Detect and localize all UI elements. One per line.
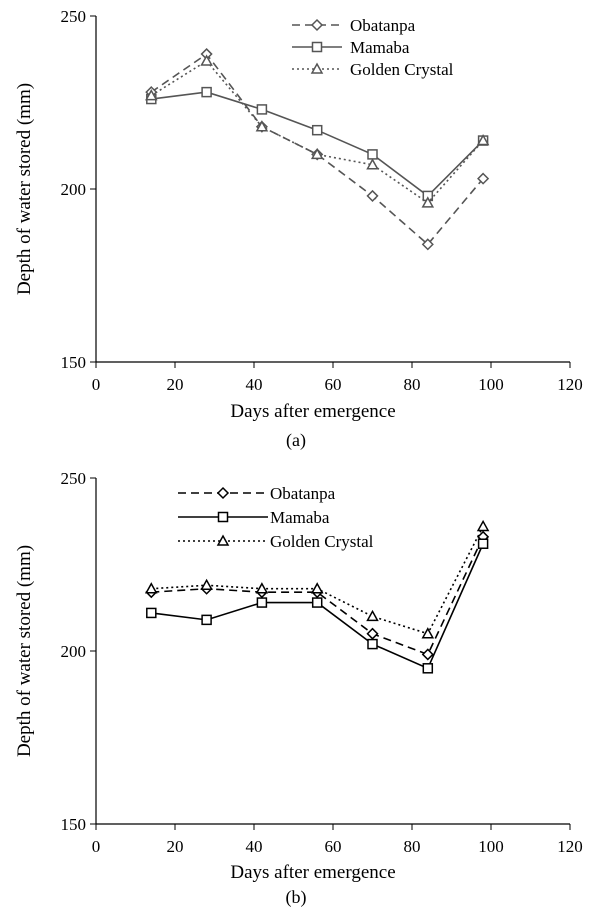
data-point-golden-crystal (421, 196, 435, 208)
data-point-golden-crystal (255, 120, 269, 132)
legend: Obatanpa Mamaba Golden Crystal (292, 16, 454, 79)
y-tick-label: 150 (61, 353, 87, 372)
x-tick-label: 60 (325, 375, 342, 394)
data-point-golden-crystal (476, 134, 490, 146)
x-tick-label: 0 (92, 837, 101, 856)
data-point-mamaba (311, 597, 323, 608)
legend-entry-label: Mamaba (350, 38, 410, 57)
x-axis-label: Days after emergence (230, 401, 395, 422)
data-point-obatanpa (366, 627, 379, 640)
data-point-mamaba (422, 663, 434, 674)
data-point-golden-crystal (310, 147, 324, 160)
legend-marker (216, 534, 230, 546)
chart-panel-b: 150 200 250 0 20 40 60 80 100 120 Days after emerg… (14, 469, 583, 908)
legend-marker (311, 41, 323, 53)
data-point-obatanpa (477, 172, 490, 185)
data-point-mamaba (256, 104, 268, 115)
y-axis-label: Depth of water stored (mm) (14, 545, 35, 757)
legend-marker (310, 18, 324, 32)
data-point-obatanpa (421, 648, 434, 661)
data-point-mamaba (477, 538, 489, 549)
series-line-mamaba (151, 91, 484, 197)
y-tick-label: 200 (61, 642, 87, 661)
data-point-golden-crystal (255, 582, 269, 594)
data-point-golden-crystal (366, 609, 379, 622)
data-point-mamaba (311, 124, 323, 136)
x-tick-label: 100 (478, 375, 504, 394)
x-axis-label: Days after emergence (230, 862, 395, 883)
y-axis-label: Depth of water stored (mm) (14, 83, 35, 295)
data-point-obatanpa (421, 238, 434, 251)
x-tick-label: 60 (325, 837, 342, 856)
data-point-obatanpa (366, 189, 379, 202)
data-point-mamaba (201, 614, 212, 626)
data-point-golden-crystal (145, 89, 158, 101)
y-tick-label: 200 (61, 180, 87, 199)
legend-entry-label: Golden Crystal (350, 60, 454, 79)
chart-panel-a: 150 200 250 0 20 40 60 80 100 120 Days after emerg… (14, 7, 583, 451)
data-point-golden-crystal (200, 54, 213, 66)
legend-marker (217, 511, 229, 523)
data-point-golden-crystal (476, 519, 490, 532)
legend-entry-label: Mamaba (270, 508, 330, 527)
data-point-golden-crystal (200, 578, 213, 591)
data-point-golden-crystal (421, 627, 435, 639)
x-tick-label: 0 (92, 375, 101, 394)
y-tick-label: 250 (61, 7, 87, 26)
x-tick-label: 40 (246, 375, 263, 394)
data-point-golden-crystal (145, 582, 158, 594)
x-tick-label: 20 (167, 375, 184, 394)
x-tick-label: 120 (557, 837, 583, 856)
legend-marker (216, 486, 230, 500)
data-point-golden-crystal (366, 158, 379, 170)
panel-label: (b) (286, 887, 307, 908)
x-tick-label: 120 (557, 375, 583, 394)
data-point-mamaba (146, 607, 157, 619)
legend-marker (310, 62, 324, 74)
legend-entry-label: Obatanpa (350, 16, 416, 35)
panel-label: (a) (286, 430, 306, 451)
legend-entry-label: Obatanpa (270, 484, 336, 503)
y-tick-label: 150 (61, 815, 87, 834)
data-point-mamaba (256, 597, 268, 608)
data-point-golden-crystal (310, 582, 324, 594)
x-tick-label: 40 (246, 837, 263, 856)
x-tick-label: 100 (478, 837, 504, 856)
y-tick-label: 250 (61, 469, 87, 488)
x-tick-label: 80 (404, 837, 421, 856)
data-point-mamaba (201, 86, 212, 98)
data-point-mamaba (367, 638, 378, 650)
x-tick-label: 20 (167, 837, 184, 856)
legend-entry-label: Golden Crystal (270, 532, 374, 551)
data-point-mamaba (367, 149, 378, 160)
legend: Obatanpa Mamaba Golden Crystal (178, 484, 374, 551)
x-tick-label: 80 (404, 375, 421, 394)
